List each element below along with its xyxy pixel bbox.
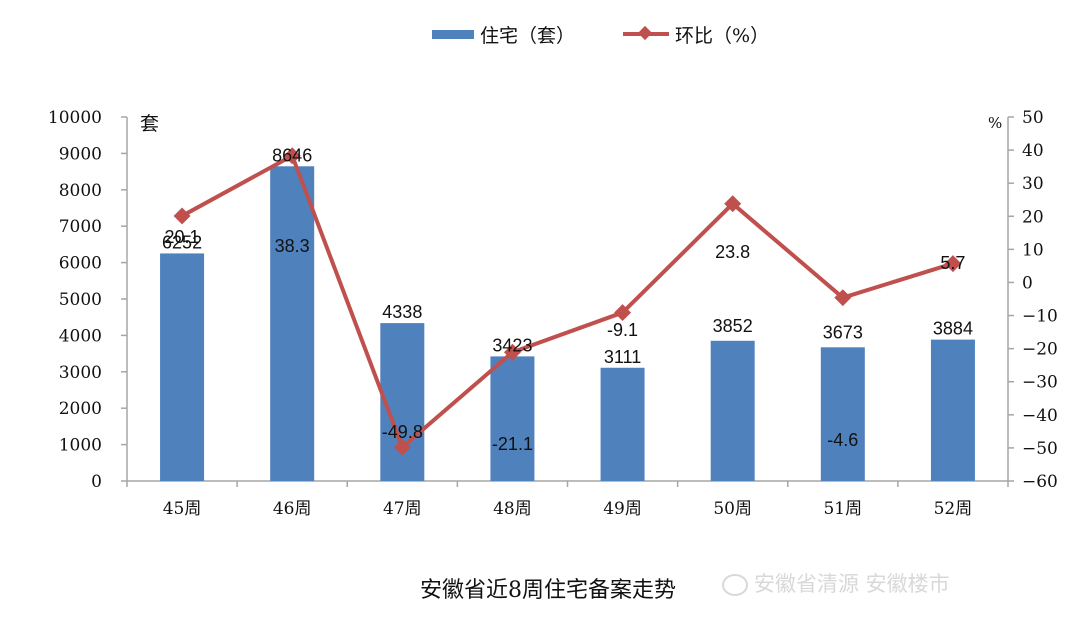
bar	[930, 339, 975, 481]
left-axis-tick-label: 5000	[59, 290, 102, 310]
bar-series	[160, 166, 975, 482]
chart-title: 安徽省近8周住宅备案走势	[420, 578, 676, 603]
bar	[600, 367, 645, 481]
diamond-marker-icon	[503, 343, 521, 361]
line-value-label: 5.7	[940, 253, 965, 273]
bar-value-label: 3111	[604, 347, 641, 367]
watermark-text: 安徽省清源 安徽楼市	[754, 572, 950, 596]
bar	[160, 253, 205, 481]
x-axis-tick-label: 49周	[603, 499, 642, 519]
bar-value-label: 8646	[272, 145, 312, 165]
right-axis-tick-label: −40	[1022, 406, 1058, 426]
diamond-marker-icon	[393, 438, 411, 456]
bar	[820, 347, 865, 481]
legend-label-mom: 环比（%）	[675, 24, 770, 47]
right-axis-tick-label: 10	[1022, 240, 1044, 260]
line-value-label: -9.1	[607, 320, 638, 340]
x-axis-tick-label: 46周	[273, 499, 312, 519]
right-axis-tick-label: −20	[1022, 340, 1058, 360]
right-axis-tick-label: 40	[1022, 141, 1044, 161]
line-value-label: 20.1	[165, 227, 200, 247]
left-axis-tick-label: 10000	[48, 108, 102, 128]
line-value-label: -49.8	[382, 422, 423, 442]
diamond-marker-icon	[944, 255, 962, 273]
left-axis-tick-label: 8000	[59, 181, 102, 201]
right-axis-tick-label: −30	[1022, 373, 1058, 393]
diamond-marker-icon	[614, 304, 632, 322]
diamond-marker-icon	[724, 195, 742, 213]
right-axis-tick-label: −10	[1022, 307, 1058, 327]
bar	[490, 356, 535, 481]
line-series	[173, 147, 962, 456]
chart-legend: 住宅（套） 环比（%）	[432, 20, 817, 48]
line-value-label: -4.6	[827, 430, 858, 450]
bar-value-label: 3852	[713, 316, 753, 336]
right-axis-tick-label: 0	[1022, 273, 1033, 293]
legend-label-housing: 住宅（套）	[480, 24, 576, 47]
x-axis-tick-label: 48周	[493, 499, 532, 519]
line-value-label: 23.8	[715, 242, 750, 262]
right-axis-tick-label: −60	[1022, 472, 1058, 492]
x-axis-tick-label: 50周	[713, 499, 752, 519]
right-axis-tick-label: 20	[1022, 207, 1044, 227]
left-axis-unit: 套	[140, 113, 159, 135]
right-axis-unit: %	[988, 114, 1002, 132]
legend-item-mom: 环比（%）	[623, 21, 769, 48]
left-axis-tick-label: 1000	[59, 436, 102, 456]
left-axis-tick-label: 2000	[59, 399, 102, 419]
right-axis-tick-label: −50	[1022, 439, 1058, 459]
bar-value-label: 3884	[933, 319, 973, 339]
right-axis-tick-label: 30	[1022, 174, 1044, 194]
left-axis-tick-label: 7000	[59, 217, 102, 237]
bar	[270, 166, 315, 482]
diamond-marker-icon	[173, 207, 191, 225]
bar-swatch-icon	[432, 29, 474, 39]
left-axis-tick-label: 0	[91, 472, 102, 492]
legend-item-housing: 住宅（套）	[432, 21, 575, 48]
right-axis-tick-label: 50	[1022, 108, 1044, 128]
bar	[710, 340, 755, 481]
line-value-label: -21.1	[492, 434, 533, 454]
bar-value-label: 4338	[382, 302, 422, 322]
left-axis-tick-label: 9000	[59, 144, 102, 164]
diamond-marker-icon	[834, 289, 852, 307]
wechat-icon	[722, 574, 748, 596]
left-axis-tick-label: 6000	[59, 254, 102, 274]
bar-value-label: 3423	[492, 335, 532, 355]
data-labels: 6252 8646 4338 3423 3111 3852 3673 3884 20.1 38.3…	[162, 145, 973, 454]
bar-value-label: 6252	[162, 232, 202, 252]
bar-value-label: 3673	[823, 322, 863, 342]
x-axis-tick-label: 47周	[383, 499, 422, 519]
left-axis-tick-label: 3000	[59, 363, 102, 383]
line-diamond-swatch-icon	[623, 32, 670, 36]
line-path	[181, 153, 954, 450]
left-axis-tick-label: 4000	[59, 326, 102, 346]
watermark: 安徽省清源 安徽楼市	[722, 568, 950, 598]
x-axis-tick-label: 52周	[934, 499, 973, 519]
diamond-marker-icon	[283, 147, 301, 165]
x-axis-tick-label: 51周	[823, 499, 862, 519]
line-value-label: 38.3	[275, 236, 310, 256]
x-axis-tick-label: 45周	[163, 499, 202, 519]
